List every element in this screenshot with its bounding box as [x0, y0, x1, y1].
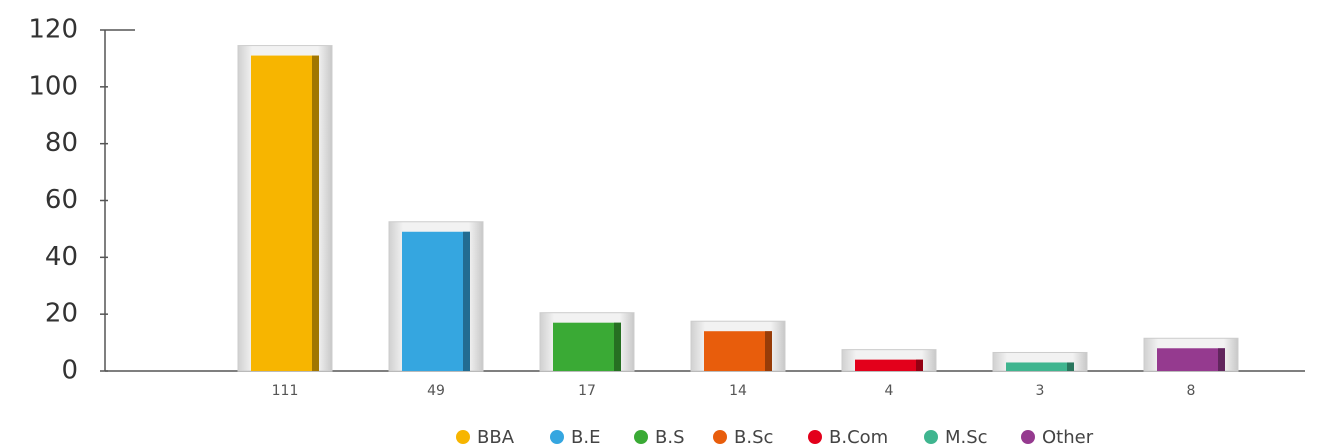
value-label: 17	[578, 383, 596, 399]
legend-swatch	[456, 430, 470, 444]
bar	[1006, 362, 1074, 371]
bar-side	[463, 231, 470, 371]
y-tick-label: 80	[45, 128, 78, 158]
y-tick-label: 40	[45, 242, 78, 272]
value-label: 111	[272, 383, 299, 399]
bar-side	[312, 55, 319, 371]
legend-label: B.S	[655, 427, 685, 447]
bar	[1157, 348, 1225, 371]
value-label: 3	[1036, 383, 1045, 399]
y-tick-label: 20	[45, 299, 78, 329]
legend-label: M.Sc	[945, 427, 988, 447]
legend-swatch	[713, 430, 727, 444]
y-tick-label: 120	[28, 15, 78, 45]
legend-swatch	[550, 430, 564, 444]
bar	[402, 231, 470, 371]
bar-side	[1067, 362, 1074, 371]
bar	[251, 55, 319, 371]
legend-label: B.Com	[829, 427, 888, 447]
bar-side	[916, 359, 923, 371]
legend-label: B.Sc	[734, 427, 773, 447]
value-label: 14	[729, 383, 747, 399]
value-label: 49	[427, 383, 445, 399]
bar	[704, 331, 772, 371]
bar-side	[1218, 348, 1225, 371]
value-label: 4	[885, 383, 894, 399]
legend-label: Other	[1042, 427, 1094, 447]
bar	[855, 359, 923, 371]
y-tick-label: 100	[28, 71, 78, 101]
value-label: 8	[1187, 383, 1196, 399]
legend-label: B.E	[571, 427, 600, 447]
y-tick-label: 0	[61, 356, 78, 386]
bar	[553, 322, 621, 371]
legend-swatch	[1021, 430, 1035, 444]
legend-swatch	[924, 430, 938, 444]
legend-swatch	[634, 430, 648, 444]
y-tick-label: 60	[45, 185, 78, 215]
legend-label: BBA	[477, 427, 515, 447]
legend-swatch	[808, 430, 822, 444]
bar-side	[614, 322, 621, 371]
bar-side	[765, 331, 772, 371]
